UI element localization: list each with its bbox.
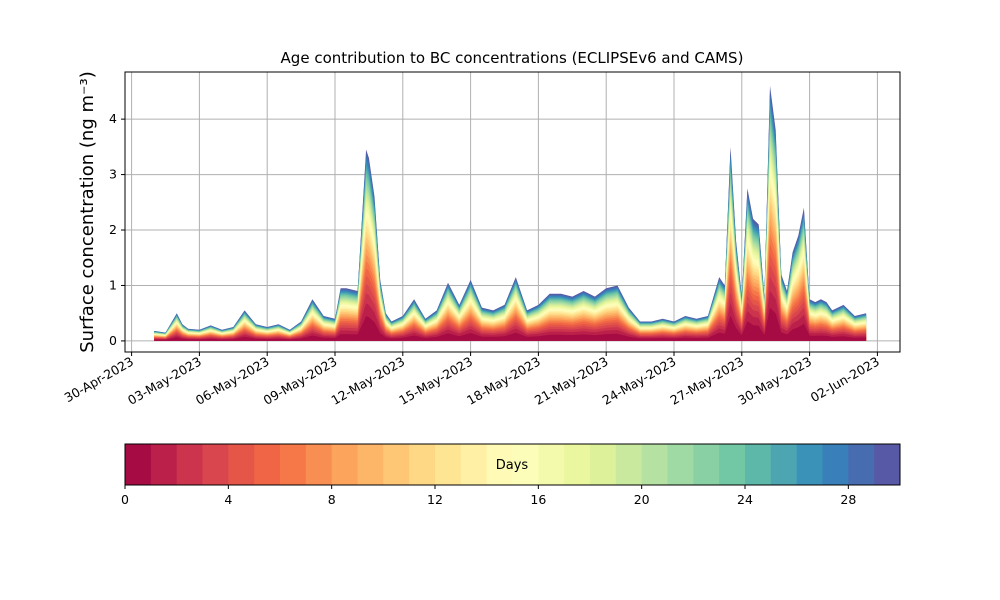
x-tick-label: 06-May-2023 bbox=[193, 354, 272, 408]
x-tick-label: 02-Jun-2023 bbox=[808, 354, 882, 405]
y-axis-label: Surface concentration (ng m⁻³) bbox=[77, 71, 98, 353]
y-tick-label: 3 bbox=[109, 167, 117, 182]
colorbar-bin bbox=[745, 444, 772, 485]
colorbar-bin bbox=[305, 444, 333, 485]
colorbar-tick-label: 8 bbox=[328, 492, 336, 507]
colorbar-tick-label: 20 bbox=[634, 492, 650, 507]
x-tick-label: 12-May-2023 bbox=[328, 354, 407, 408]
x-ticks: 30-Apr-202303-May-202306-May-202309-May-… bbox=[62, 352, 882, 408]
colorbar-bin bbox=[641, 444, 668, 485]
x-tick-label: 09-May-2023 bbox=[261, 354, 340, 408]
x-tick-label: 21-May-2023 bbox=[532, 354, 611, 408]
colorbar-bin bbox=[254, 444, 281, 485]
colorbar-bin bbox=[512, 444, 539, 485]
colorbar-bin bbox=[383, 444, 410, 485]
colorbar-frame bbox=[124, 443, 901, 486]
colorbar-bin bbox=[667, 444, 694, 485]
x-tick-label: 15-May-2023 bbox=[396, 354, 475, 408]
area-layers bbox=[154, 85, 867, 341]
x-tick-label: 27-May-2023 bbox=[667, 354, 746, 408]
age-layer-0-days bbox=[154, 307, 867, 341]
x-tick-label: 30-Apr-2023 bbox=[62, 354, 136, 406]
colorbar-tick-label: 24 bbox=[737, 492, 753, 507]
x-tick-label: 18-May-2023 bbox=[464, 354, 543, 408]
colorbar-label: Days bbox=[496, 458, 529, 473]
y-tick-label: 0 bbox=[109, 333, 117, 348]
colorbar-bin bbox=[460, 444, 488, 485]
x-tick-label: 30-May-2023 bbox=[735, 354, 814, 408]
y-tick-label: 1 bbox=[109, 277, 117, 292]
y-ticks: 0 1 2 3 4 bbox=[109, 111, 125, 348]
colorbar-ticks: 0 4 8 12 16 20 24 28 bbox=[121, 485, 856, 507]
colorbar-tick-label: 4 bbox=[224, 492, 232, 507]
colorbar-bin bbox=[538, 444, 565, 485]
colorbar-bin bbox=[331, 444, 358, 485]
colorbar-tick-label: 0 bbox=[121, 492, 129, 507]
colorbar-bin bbox=[719, 444, 746, 485]
colorbar-tick-label: 12 bbox=[427, 492, 443, 507]
colorbar-bin bbox=[615, 444, 643, 485]
colorbar-bin bbox=[848, 444, 875, 485]
colorbar-bin bbox=[202, 444, 229, 485]
chart-title: Age contribution to BC concentrations (E… bbox=[281, 49, 744, 67]
colorbar-bin bbox=[874, 444, 901, 485]
colorbar-bin bbox=[125, 444, 152, 485]
colorbar: Days 0 4 8 12 16 20 24 28 bbox=[121, 443, 901, 507]
plot-area: 30-Apr-202303-May-202306-May-202309-May-… bbox=[62, 71, 901, 408]
colorbar-bin bbox=[176, 444, 203, 485]
colorbar-tick-label: 28 bbox=[840, 492, 856, 507]
colorbar-bin bbox=[150, 444, 178, 485]
x-tick-label: 24-May-2023 bbox=[600, 354, 679, 408]
y-tick-label: 4 bbox=[109, 111, 117, 126]
colorbar-bin bbox=[770, 444, 798, 485]
colorbar-bins bbox=[125, 444, 901, 485]
colorbar-bin bbox=[357, 444, 384, 485]
colorbar-bin bbox=[280, 444, 307, 485]
colorbar-bin bbox=[409, 444, 436, 485]
colorbar-bin bbox=[564, 444, 591, 485]
colorbar-tick-label: 16 bbox=[530, 492, 546, 507]
colorbar-bin bbox=[486, 444, 513, 485]
colorbar-bin bbox=[796, 444, 823, 485]
colorbar-bin bbox=[590, 444, 617, 485]
colorbar-bin bbox=[435, 444, 462, 485]
colorbar-bin bbox=[693, 444, 720, 485]
x-tick-label: 03-May-2023 bbox=[125, 354, 204, 408]
axes-frame bbox=[124, 71, 901, 353]
y-tick-label: 2 bbox=[109, 222, 117, 237]
colorbar-bin bbox=[228, 444, 255, 485]
colorbar-bin bbox=[822, 444, 849, 485]
